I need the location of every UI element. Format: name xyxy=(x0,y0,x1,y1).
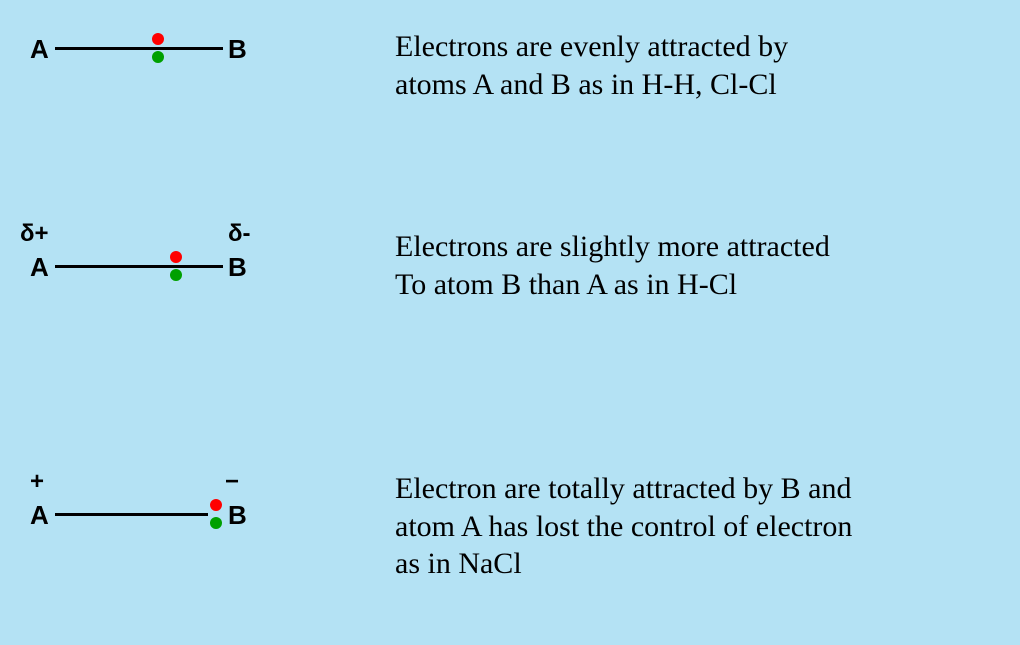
row2-description: Electrons are slightly more attracted To… xyxy=(395,228,830,303)
row1-description: Electrons are evenly attracted by atoms … xyxy=(395,28,788,103)
row3-electron-green xyxy=(210,517,222,529)
row1-electron-green xyxy=(152,51,164,63)
row3-bond-line xyxy=(55,513,208,516)
row2-charge-a: δ+ xyxy=(20,220,49,248)
row1-electron-red xyxy=(152,33,164,45)
row3-electron-red xyxy=(210,499,222,511)
row2-bond-line xyxy=(55,265,223,268)
row2-electron-red xyxy=(170,251,182,263)
row2-electron-green xyxy=(170,269,182,281)
row2-atom-b: B xyxy=(228,252,247,283)
row3-atom-b: B xyxy=(228,500,247,531)
row1-atom-b: B xyxy=(228,34,247,65)
row3-atom-a: A xyxy=(30,500,49,531)
row3-charge-b: − xyxy=(225,468,239,496)
row3-description: Electron are totally attracted by B and … xyxy=(395,470,852,583)
row1-atom-a: A xyxy=(30,34,49,65)
row1-bond-line xyxy=(55,47,223,50)
row2-atom-a: A xyxy=(30,252,49,283)
row2-charge-b: δ- xyxy=(228,220,251,248)
row3-charge-a: + xyxy=(30,468,44,496)
